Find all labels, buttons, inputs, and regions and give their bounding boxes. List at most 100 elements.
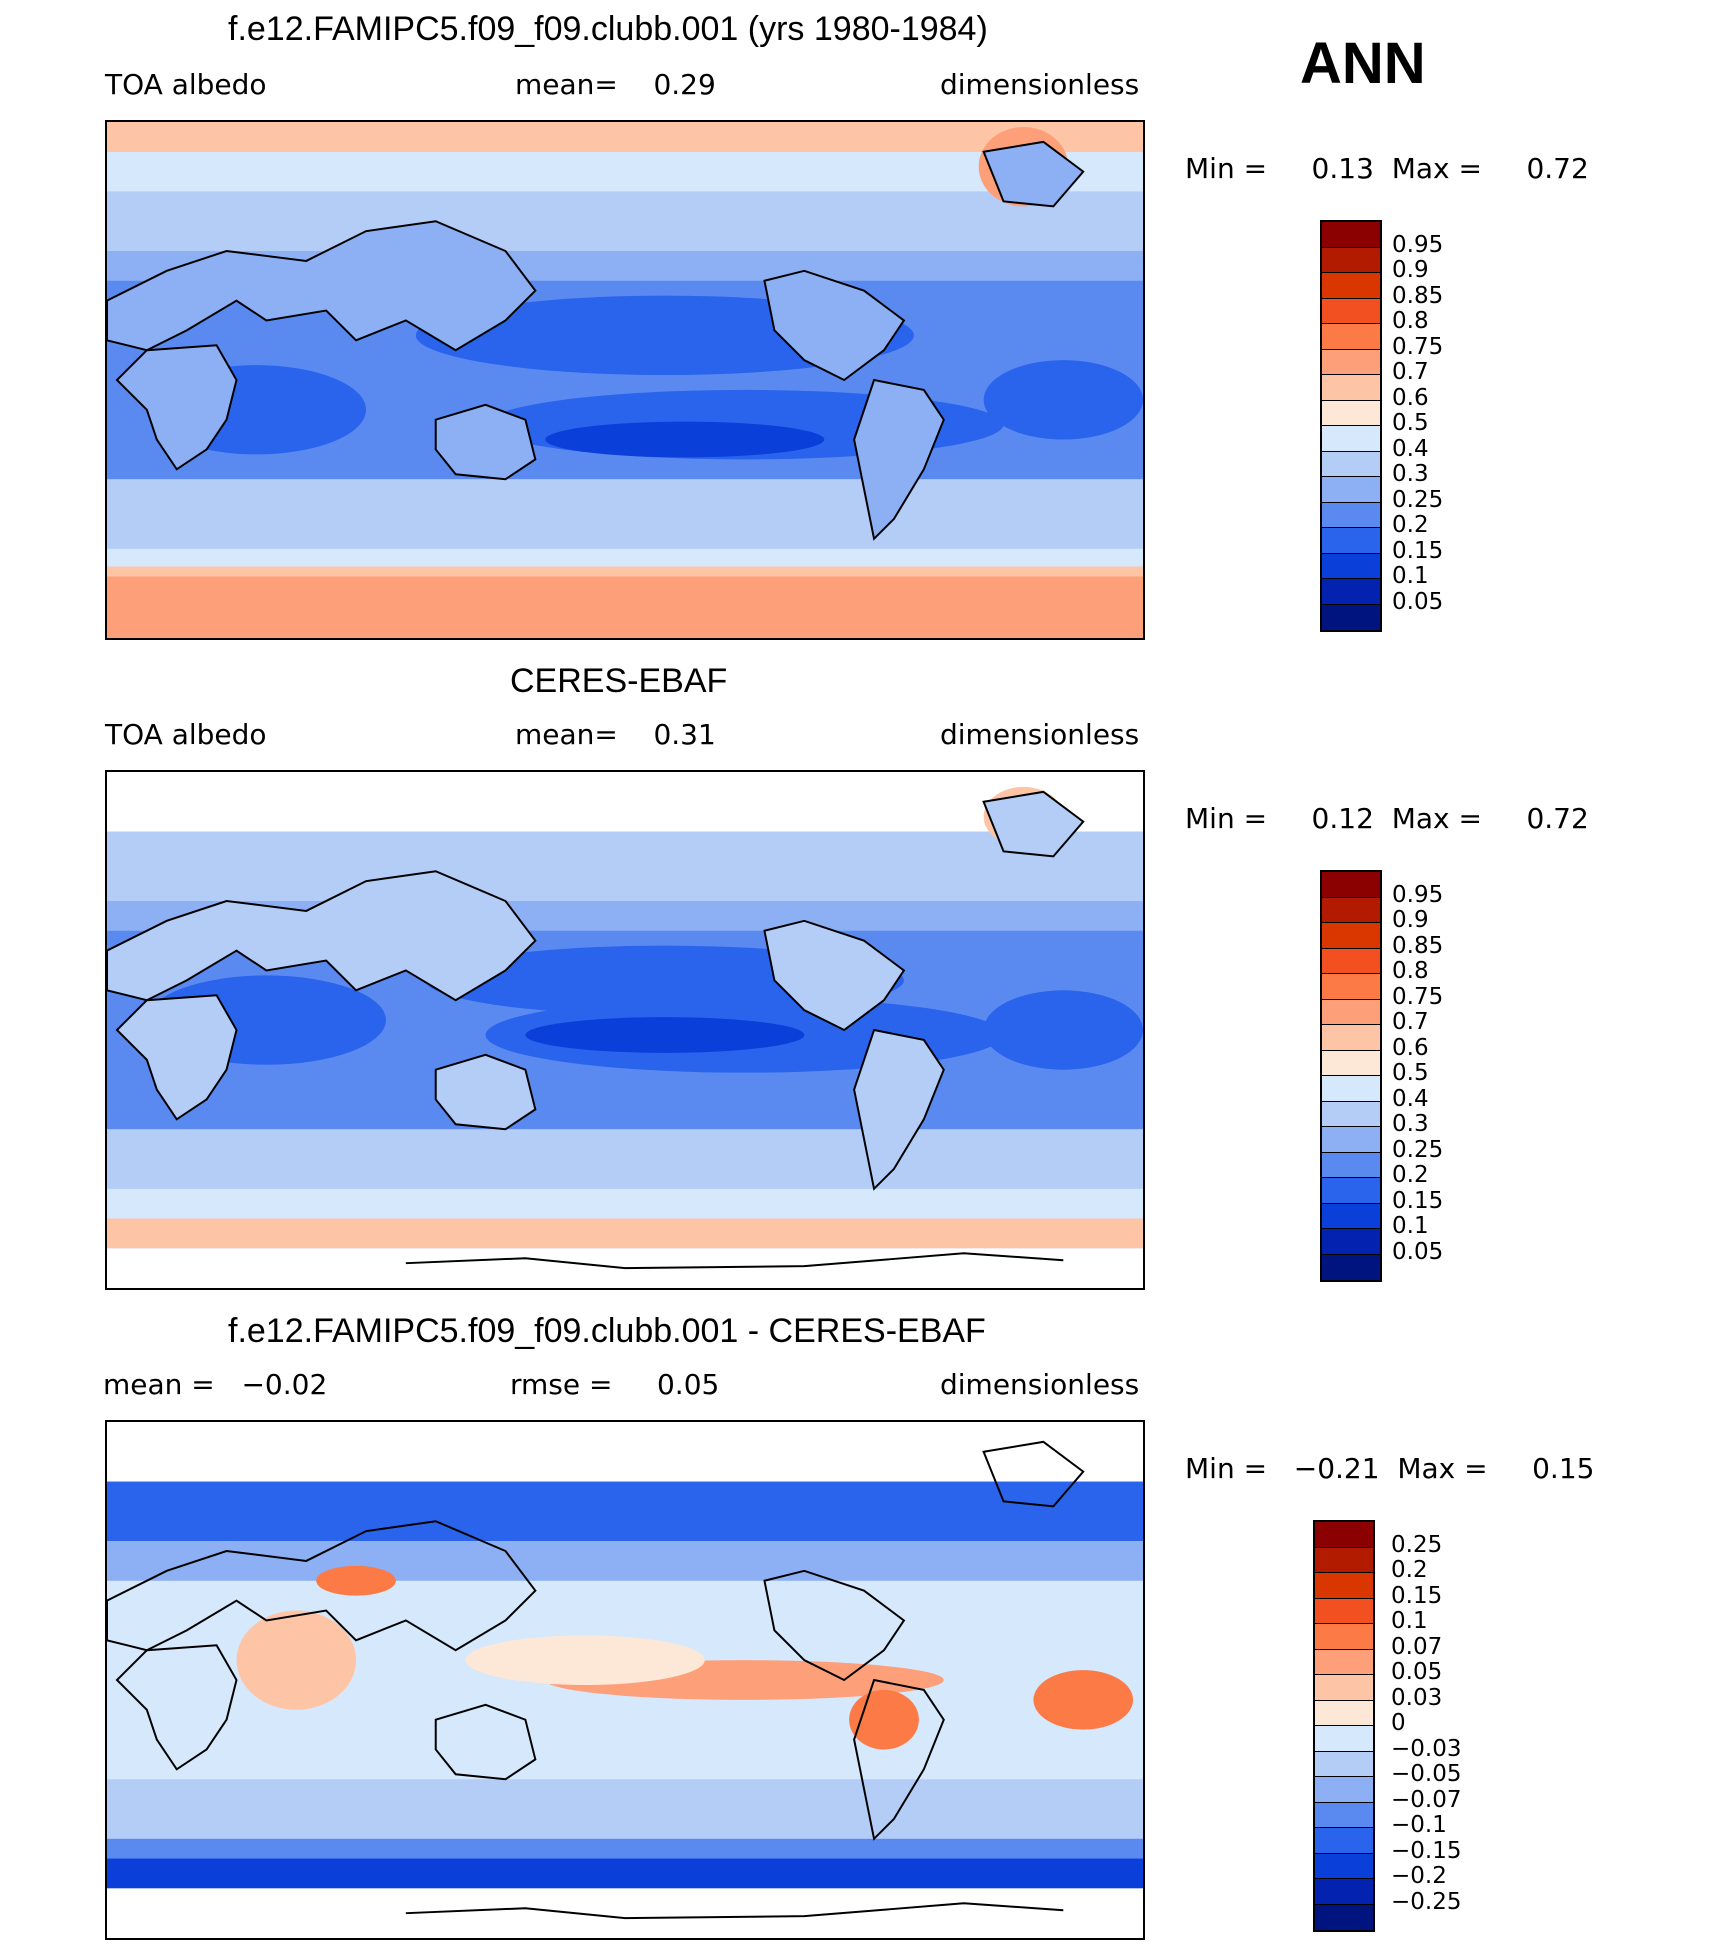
- panel-1-units: dimensionless: [940, 68, 1140, 101]
- colorbar-tick-label: −0.2: [1391, 1863, 1447, 1889]
- colorbar-tick-label: 0.7: [1392, 1009, 1429, 1035]
- colorbar-swatch: [1322, 1203, 1380, 1229]
- colorbar-swatch: [1315, 1751, 1373, 1777]
- colorbar-tick-label: 0.25: [1391, 1531, 1443, 1558]
- colorbar-tick-label: 0.25: [1392, 486, 1444, 513]
- panel-3-minmax: Min = −0.21 Max = 0.15: [1185, 1452, 1595, 1485]
- colorbar-swatch: [1322, 1050, 1380, 1076]
- colorbar-swatch: [1315, 1700, 1373, 1726]
- panel-3-map: [105, 1420, 1145, 1940]
- colorbar-tick-label: 0.15: [1391, 1582, 1443, 1609]
- colorbar-tick-label: 0.4: [1392, 435, 1429, 462]
- colorbar-tick-label: 0.1: [1392, 1213, 1429, 1239]
- colorbar-swatch: [1322, 1254, 1380, 1280]
- colorbar-swatch: [1322, 375, 1380, 401]
- panel-2-variable: TOA albedo: [105, 718, 267, 751]
- colorbar-swatch: [1322, 222, 1380, 248]
- colorbar-swatch: [1322, 324, 1380, 350]
- colorbar-tick-label: 0.05: [1391, 1659, 1443, 1685]
- colorbar-swatch: [1322, 298, 1380, 324]
- colorbar-tick-label: 0.8: [1392, 308, 1429, 334]
- panel-1-minmax: Min = 0.13 Max = 0.72: [1185, 152, 1589, 185]
- colorbar-swatch: [1322, 400, 1380, 426]
- colorbar-tick-label: 0.5: [1392, 1060, 1429, 1086]
- colorbar-tick-label: 0.9: [1392, 257, 1429, 283]
- colorbar-tick-label: −0.05: [1391, 1761, 1462, 1787]
- colorbar-swatch: [1322, 1229, 1380, 1255]
- colorbar-swatch: [1315, 1879, 1373, 1905]
- panel-3-title: f.e12.FAMIPC5.f09_f09.clubb.001 - CERES-…: [228, 1312, 986, 1350]
- colorbar-swatch: [1322, 247, 1380, 273]
- colorbar-tick-label: 0.15: [1392, 537, 1444, 564]
- colorbar-tick-label: 0.5: [1392, 410, 1429, 436]
- colorbar-swatch: [1315, 1598, 1373, 1624]
- colorbar-swatch: [1322, 1152, 1380, 1178]
- panel-3-mean: mean = −0.02: [103, 1368, 328, 1401]
- colorbar-tick-label: 0.6: [1392, 384, 1429, 411]
- colorbar-swatch: [1315, 1904, 1373, 1930]
- colorbar-tick-label: 0.05: [1392, 588, 1444, 615]
- colorbar-swatch: [1322, 349, 1380, 375]
- colorbar-swatch: [1322, 604, 1380, 630]
- colorbar-swatch: [1322, 528, 1380, 554]
- panel-2-map: [105, 770, 1145, 1290]
- colorbar-tick-label: −0.25: [1391, 1888, 1462, 1915]
- colorbar-tick-label: −0.15: [1391, 1837, 1462, 1864]
- panel-2-units: dimensionless: [940, 718, 1140, 751]
- colorbar-swatch: [1315, 1853, 1373, 1879]
- colorbar-swatch: [1315, 1726, 1373, 1752]
- colorbar-tick-label: 0.3: [1392, 1111, 1429, 1137]
- colorbar-swatch: [1322, 974, 1380, 1000]
- colorbar-tick-label: 0.9: [1392, 907, 1429, 933]
- colorbar-swatch: [1315, 1624, 1373, 1650]
- colorbar-swatch: [1315, 1649, 1373, 1675]
- colorbar-swatch: [1322, 1076, 1380, 1102]
- panel-2-minmax: Min = 0.12 Max = 0.72: [1185, 802, 1589, 835]
- colorbar-swatch: [1322, 897, 1380, 923]
- colorbar-swatch: [1315, 1675, 1373, 1701]
- panel-3-units: dimensionless: [940, 1368, 1140, 1401]
- colorbar-tick-label: 0.1: [1391, 1608, 1428, 1634]
- colorbar-swatch: [1315, 1828, 1373, 1854]
- colorbar-tick-label: 0.75: [1392, 333, 1444, 360]
- colorbar-tick-label: 0.95: [1392, 231, 1444, 258]
- colorbar-tick-label: 0.2: [1392, 512, 1429, 538]
- colorbar-swatch: [1322, 477, 1380, 503]
- colorbar-tick-label: 0: [1391, 1710, 1406, 1736]
- colorbar-tick-label: 0.3: [1392, 461, 1429, 487]
- colorbar-tick-label: 0.2: [1391, 1557, 1428, 1583]
- colorbar-tick-label: 0.75: [1392, 983, 1444, 1010]
- colorbar-tick-label: 0.2: [1392, 1162, 1429, 1188]
- colorbar-swatch: [1322, 1025, 1380, 1051]
- colorbar-swatch: [1322, 426, 1380, 452]
- colorbar-swatch: [1322, 948, 1380, 974]
- colorbar-tick-label: 0.95: [1392, 881, 1444, 908]
- colorbar-tick-label: 0.03: [1391, 1684, 1443, 1711]
- colorbar-tick-label: −0.1: [1391, 1812, 1447, 1838]
- colorbar-tick-label: 0.25: [1392, 1136, 1444, 1163]
- colorbar-swatch: [1322, 1101, 1380, 1127]
- season-label: ANN: [1300, 31, 1426, 96]
- colorbar-swatch: [1322, 923, 1380, 949]
- colorbar-tick-label: −0.03: [1391, 1735, 1462, 1762]
- colorbar-swatch: [1322, 273, 1380, 299]
- colorbar-tick-label: 0.85: [1392, 932, 1444, 959]
- colorbar-tick-label: 0.85: [1392, 282, 1444, 309]
- colorbar-swatch: [1322, 451, 1380, 477]
- colorbar-tick-label: 0.1: [1392, 563, 1429, 589]
- colorbar-swatch: [1322, 999, 1380, 1025]
- colorbar-swatch: [1315, 1547, 1373, 1573]
- colorbar-tick-label: 0.05: [1392, 1238, 1444, 1265]
- colorbar-tick-label: 0.8: [1392, 958, 1429, 984]
- colorbar-swatch: [1322, 579, 1380, 605]
- panel-2-mean: mean= 0.31: [515, 718, 716, 751]
- colorbar-tick-label: 0.7: [1392, 359, 1429, 385]
- colorbar-swatch: [1322, 1178, 1380, 1204]
- colorbar-swatch: [1322, 553, 1380, 579]
- panel-1-mean: mean= 0.29: [515, 68, 716, 101]
- panel-3-rmse: rmse = 0.05: [510, 1368, 720, 1401]
- panel-2-title: CERES-EBAF: [510, 662, 728, 700]
- panel-1-title: f.e12.FAMIPC5.f09_f09.clubb.001 (yrs 198…: [228, 10, 988, 48]
- colorbar-tick-label: −0.07: [1391, 1786, 1462, 1813]
- colorbar-swatch: [1315, 1777, 1373, 1803]
